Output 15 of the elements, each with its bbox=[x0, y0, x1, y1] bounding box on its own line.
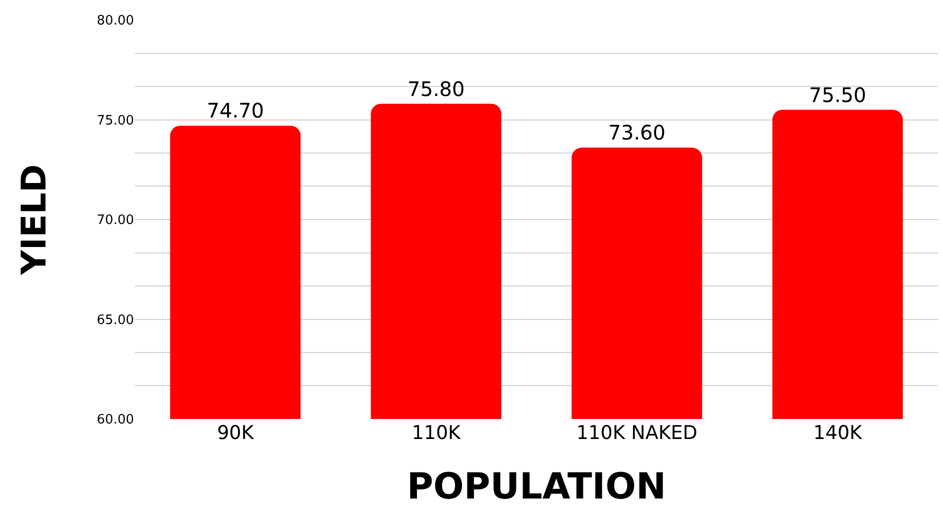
y-tick-label: 70.00 bbox=[96, 213, 134, 228]
data-label: 75.50 bbox=[808, 82, 866, 107]
y-tick-label: 65.00 bbox=[96, 312, 134, 328]
data-label: 75.80 bbox=[407, 76, 465, 101]
x-tick-label: 110K NAKED bbox=[576, 422, 698, 444]
x-tick-label: 110K bbox=[412, 422, 462, 444]
x-axis-title: POPULATION bbox=[406, 466, 666, 508]
data-label: 74.70 bbox=[206, 98, 264, 123]
y-tick-label: 60.00 bbox=[96, 412, 134, 428]
y-tick-label: 75.00 bbox=[96, 113, 134, 128]
y-axis-title: YIELD bbox=[14, 164, 54, 276]
y-tick-label: 80.00 bbox=[96, 14, 134, 29]
x-tick-label: 90K bbox=[217, 422, 254, 444]
data-label: 73.60 bbox=[608, 120, 666, 145]
x-tick-label: 140K bbox=[813, 422, 863, 444]
